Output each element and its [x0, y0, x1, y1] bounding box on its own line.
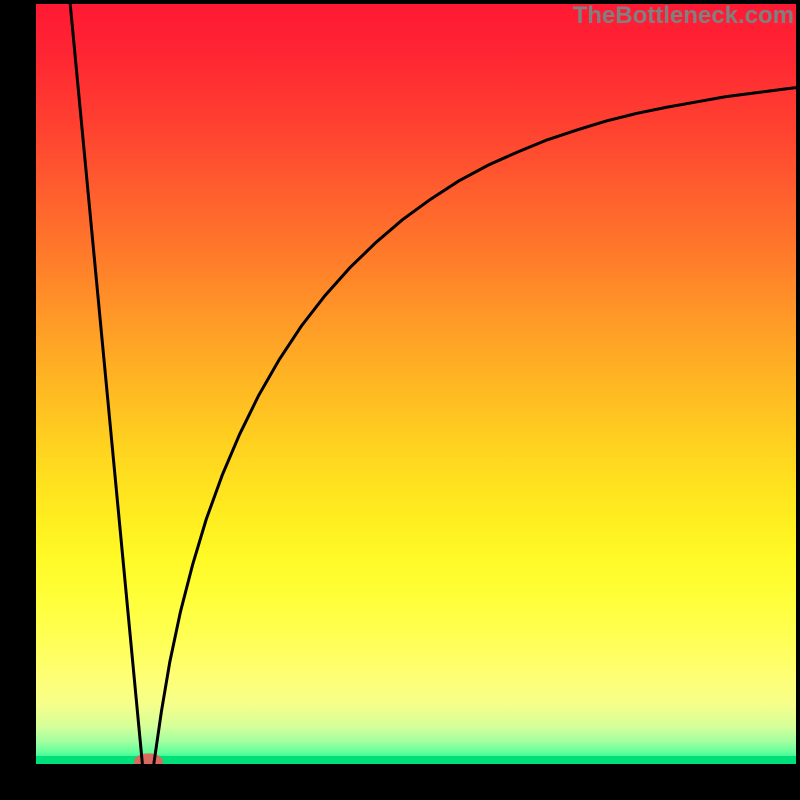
- chart-background: [36, 4, 796, 764]
- watermark-text: TheBottleneck.com: [573, 2, 794, 30]
- chart-canvas: [36, 4, 796, 764]
